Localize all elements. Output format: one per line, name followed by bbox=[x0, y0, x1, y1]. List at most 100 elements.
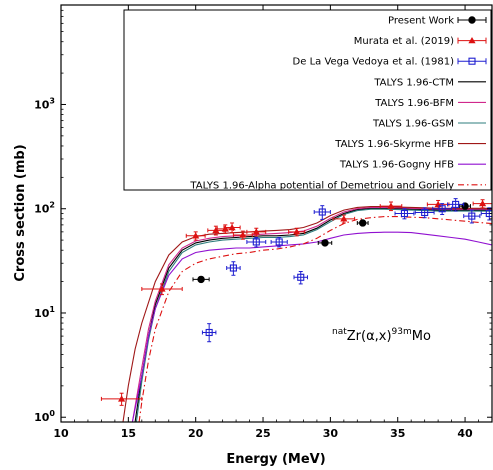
legend-label: TALYS 1.96-Skyrme HFB bbox=[334, 139, 454, 150]
data-point bbox=[394, 208, 415, 220]
data-point bbox=[313, 205, 331, 220]
legend: Present Work Murata et al. (2019) De La Ve… bbox=[123, 9, 492, 191]
point-marker bbox=[192, 232, 200, 239]
y-tick-label: 103 bbox=[34, 96, 55, 111]
legend-entry: TALYS 1.96-Alpha potential of Demetriou … bbox=[189, 180, 486, 191]
data-point bbox=[226, 261, 241, 276]
data-point bbox=[480, 207, 492, 221]
x-tick-label: 15 bbox=[121, 427, 136, 440]
legend-entry: TALYS 1.96-BFM bbox=[374, 98, 486, 109]
point-marker bbox=[468, 212, 476, 220]
data-point bbox=[293, 270, 308, 285]
data-point bbox=[246, 236, 267, 248]
legend-marker bbox=[468, 57, 476, 65]
x-tick-label: 40 bbox=[457, 427, 473, 440]
data-point bbox=[472, 199, 492, 209]
legend-label: TALYS 1.96-Alpha potential of Demetriou … bbox=[189, 180, 454, 191]
data-point bbox=[141, 283, 183, 296]
legend-entry: TALYS 1.96-CTM bbox=[373, 77, 486, 88]
data-point bbox=[207, 225, 225, 236]
x-tick-label: 30 bbox=[323, 427, 339, 440]
data-point bbox=[100, 392, 143, 406]
point-marker bbox=[212, 226, 220, 234]
legend-entry: Present Work bbox=[388, 16, 487, 27]
data-point bbox=[332, 214, 356, 224]
point-marker bbox=[438, 205, 446, 213]
legend-label: TALYS 1.96-BFM bbox=[374, 98, 454, 109]
model-curve bbox=[131, 206, 492, 422]
point-marker bbox=[229, 264, 237, 272]
reaction-annotation: natZr(α,x)93mMo bbox=[332, 327, 431, 344]
model-curve bbox=[138, 216, 492, 422]
point-marker bbox=[340, 215, 348, 222]
data-point bbox=[270, 236, 288, 248]
point-marker bbox=[485, 209, 492, 218]
legend-box bbox=[123, 9, 492, 191]
data-point bbox=[223, 222, 241, 234]
x-axis-title: Energy (MeV) bbox=[226, 452, 325, 467]
point-marker bbox=[221, 225, 229, 232]
point-marker bbox=[252, 238, 260, 246]
data-point bbox=[246, 227, 267, 237]
model-curve bbox=[135, 208, 492, 422]
legend-label: TALYS 1.96-GSM bbox=[372, 119, 454, 130]
point-marker bbox=[118, 395, 126, 402]
data-point bbox=[192, 275, 210, 284]
point-marker bbox=[321, 239, 329, 247]
point-marker bbox=[228, 223, 236, 231]
legend-entry: TALYS 1.96-Gogny HFB bbox=[339, 160, 486, 171]
y-axis: 100 101 102 103 bbox=[34, 4, 492, 424]
data-point bbox=[201, 323, 217, 343]
legend-entry: TALYS 1.96-GSM bbox=[372, 119, 486, 130]
legend-entry: De La Vega Vedoya et al. (1981) bbox=[293, 57, 487, 68]
point-marker bbox=[359, 219, 367, 227]
model-curve bbox=[131, 231, 492, 422]
legend-entry: Murata et al. (2019) bbox=[354, 36, 487, 47]
legend-entry: TALYS 1.96-Skyrme HFB bbox=[334, 139, 486, 150]
x-tick-label: 20 bbox=[188, 427, 204, 440]
data-point bbox=[185, 231, 206, 241]
point-marker bbox=[400, 209, 409, 218]
model-curve bbox=[134, 207, 492, 422]
data-point bbox=[447, 198, 465, 212]
model-curve bbox=[122, 205, 492, 422]
point-marker bbox=[252, 228, 260, 235]
data-point bbox=[414, 207, 435, 219]
point-marker bbox=[318, 208, 326, 216]
point-marker bbox=[297, 273, 305, 281]
x-tick-label: 25 bbox=[255, 427, 270, 440]
legend-label: Present Work bbox=[388, 16, 454, 27]
legend-marker bbox=[468, 16, 476, 24]
legend-label: Murata et al. (2019) bbox=[354, 36, 454, 47]
point-marker bbox=[197, 275, 205, 284]
point-marker bbox=[293, 228, 301, 235]
data-point bbox=[317, 239, 333, 247]
point-marker bbox=[478, 199, 487, 207]
data-point bbox=[463, 209, 481, 224]
y-tick-label: 100 bbox=[34, 409, 55, 424]
legend-marker bbox=[468, 37, 476, 44]
point-marker bbox=[158, 285, 166, 292]
point-marker bbox=[387, 202, 395, 209]
point-marker bbox=[452, 200, 460, 208]
x-tick-label: 35 bbox=[390, 427, 405, 440]
data-point bbox=[232, 230, 253, 240]
point-marker bbox=[275, 238, 283, 246]
data-point bbox=[379, 201, 403, 212]
point-marker bbox=[461, 202, 469, 210]
data-point bbox=[356, 219, 369, 227]
y-axis-title: Cross section (mb) bbox=[13, 144, 28, 281]
y-tick-label: 102 bbox=[34, 201, 55, 216]
point-marker bbox=[239, 231, 247, 238]
point-marker bbox=[421, 208, 429, 217]
data-point bbox=[288, 227, 306, 237]
point-marker bbox=[205, 328, 213, 337]
talys-curves bbox=[122, 205, 492, 422]
x-axis: 10 15 20 25 30 35 40 bbox=[53, 5, 493, 440]
legend-label: TALYS 1.96-CTM bbox=[373, 77, 454, 88]
legend-label: De La Vega Vedoya et al. (1981) bbox=[293, 57, 455, 68]
experimental-data bbox=[100, 198, 492, 406]
legend-label: TALYS 1.96-Gogny HFB bbox=[339, 160, 454, 171]
x-tick-label: 10 bbox=[53, 427, 69, 440]
